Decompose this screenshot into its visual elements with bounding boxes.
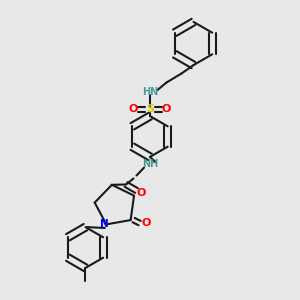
Text: HN: HN — [142, 86, 158, 97]
Text: O: O — [136, 188, 146, 199]
Text: N: N — [100, 219, 109, 230]
Text: NH: NH — [142, 159, 158, 169]
Text: O: O — [142, 218, 151, 228]
Text: S: S — [146, 104, 154, 115]
Text: O: O — [129, 104, 138, 115]
Text: O: O — [162, 104, 171, 115]
